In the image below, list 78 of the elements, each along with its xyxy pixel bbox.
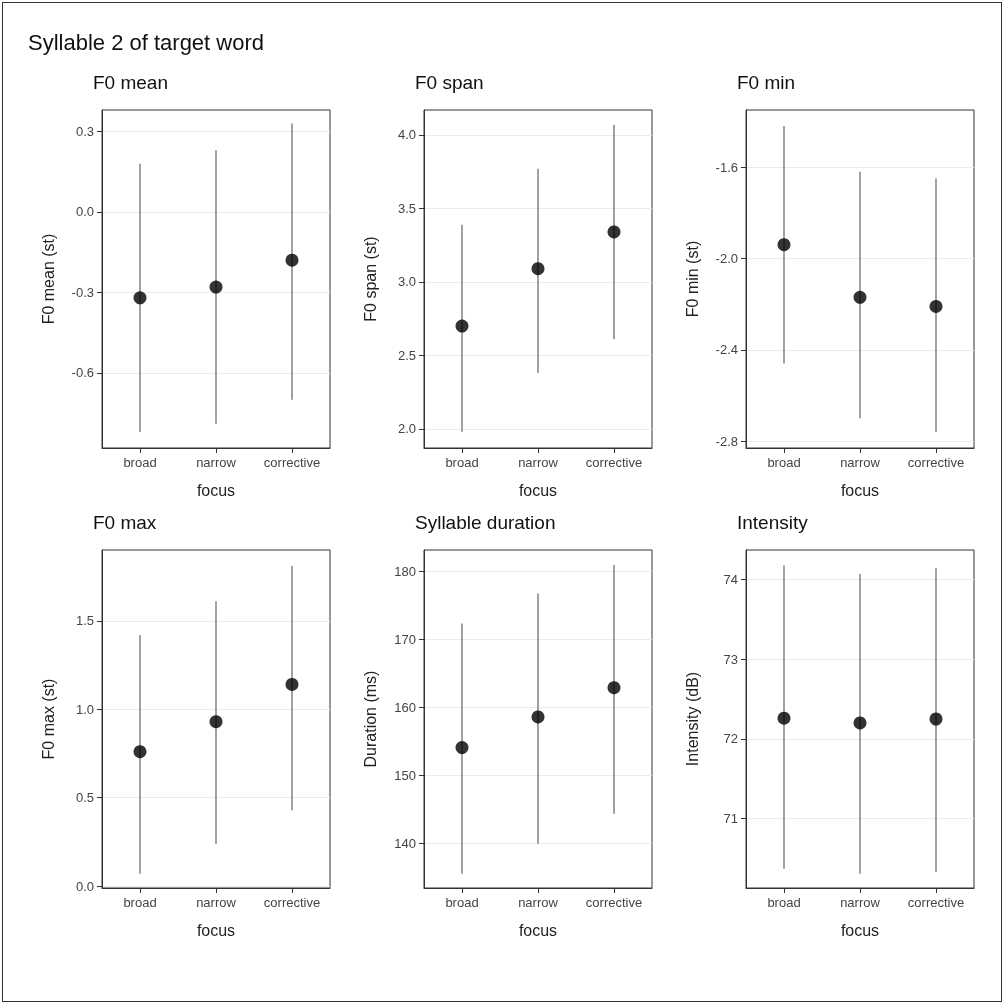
x-tick-label: broad: [123, 455, 157, 470]
y-tick-label: 4.0: [397, 127, 416, 143]
y-tick-label: -0.3: [71, 284, 94, 300]
y-tick-label: 1.5: [75, 613, 94, 629]
y-tick-label: -2.0: [715, 250, 738, 266]
y-axis-title: F0 mean (st): [39, 233, 57, 325]
chart-title: Syllable duration: [415, 512, 556, 533]
y-tick-label: -2.4: [715, 342, 738, 358]
y-tick-label: 0.5: [75, 790, 94, 806]
y-axis-title: F0 min (st): [683, 240, 701, 318]
point: [929, 299, 943, 313]
y-tick-label: 0.3: [75, 123, 94, 139]
x-tick-label: broad: [767, 455, 801, 470]
chart-title: F0 mean: [93, 72, 168, 93]
y-tick-label: 3.0: [397, 274, 416, 290]
y-axis-title: F0 max (st): [39, 678, 57, 760]
point: [531, 710, 545, 724]
x-tick-label: narrow: [196, 895, 237, 910]
x-axis-title: focus: [196, 921, 236, 939]
chart-title: Intensity: [737, 512, 809, 533]
y-tick-label: 170: [394, 631, 416, 647]
point: [777, 238, 791, 252]
y-tick-label: 140: [394, 836, 416, 852]
point: [455, 319, 469, 333]
x-tick-label: broad: [123, 895, 157, 910]
x-axis-title: focus: [518, 921, 558, 939]
x-tick-label: broad: [445, 895, 479, 910]
y-tick-label: 180: [394, 563, 416, 579]
y-axis-title: Intensity (dB): [683, 671, 701, 767]
point: [133, 745, 147, 759]
x-tick-label: narrow: [196, 455, 237, 470]
x-axis-title: focus: [840, 481, 880, 499]
y-tick-label: 3.5: [397, 200, 416, 216]
y-tick-label: 71: [723, 811, 738, 827]
y-tick-label: 73: [723, 651, 738, 667]
y-tick-label: -1.6: [715, 159, 738, 175]
point: [209, 715, 223, 729]
x-axis-title: focus: [196, 481, 236, 499]
x-tick-label: corrective: [585, 455, 643, 470]
y-tick-label: -2.8: [715, 433, 738, 449]
x-tick-label: narrow: [840, 895, 881, 910]
x-tick-label: narrow: [518, 895, 559, 910]
x-tick-label: corrective: [263, 455, 321, 470]
x-tick-label: corrective: [585, 895, 643, 910]
y-tick-label: 150: [394, 768, 416, 784]
y-tick-label: 1.0: [75, 701, 94, 717]
x-axis-title: focus: [518, 481, 558, 499]
point: [853, 290, 867, 304]
x-tick-label: corrective: [907, 895, 965, 910]
y-tick-label: 72: [723, 731, 738, 747]
point: [285, 253, 299, 267]
chart-title: F0 min: [737, 72, 796, 93]
x-tick-label: narrow: [518, 455, 559, 470]
y-tick-label: 74: [723, 572, 738, 587]
point: [607, 681, 621, 695]
point: [209, 280, 223, 294]
point: [531, 262, 545, 276]
x-tick-label: broad: [445, 455, 479, 470]
y-axis-title: F0 span (st): [361, 236, 379, 322]
chart-title: F0 max: [93, 512, 157, 533]
x-tick-label: broad: [767, 895, 801, 910]
point: [607, 225, 621, 239]
text: Syllable 2 of target word: [28, 30, 265, 56]
x-tick-label: narrow: [840, 455, 881, 470]
x-tick-label: corrective: [907, 455, 965, 470]
y-tick-label: 0.0: [75, 204, 94, 220]
y-tick-label: 2.5: [397, 347, 416, 363]
point: [285, 678, 299, 691]
y-tick-label: -0.6: [71, 365, 94, 381]
point: [455, 741, 469, 755]
point: [133, 291, 147, 305]
y-tick-label: 2.0: [397, 421, 416, 437]
x-axis-title: focus: [840, 921, 880, 939]
x-tick-label: corrective: [263, 895, 321, 910]
chart-title: F0 span: [415, 72, 484, 93]
y-tick-label: 160: [394, 699, 416, 715]
y-axis-title: Duration (ms): [361, 670, 379, 768]
y-tick-label: 0.0: [75, 878, 94, 894]
